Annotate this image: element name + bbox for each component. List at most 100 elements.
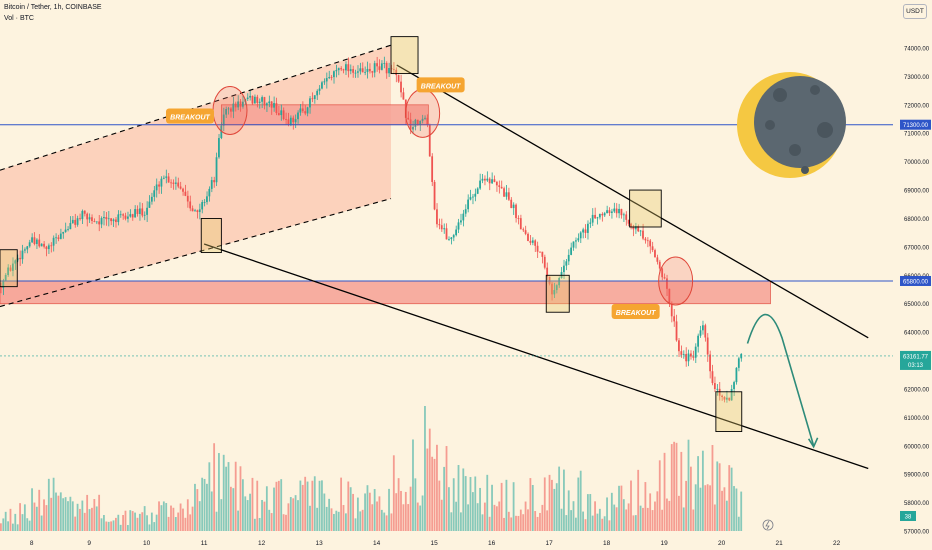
candle-body [196,210,199,213]
candle-body [582,229,584,233]
y-tick-label: 73000.00 [904,75,930,81]
candle-body [392,69,395,70]
candle-body [26,246,29,250]
candle-body [241,101,244,107]
volume-bar [493,504,496,531]
volume-bar [47,478,50,531]
x-tick-label: 17 [546,540,554,547]
candle-body [690,353,692,357]
candle-body [234,103,237,108]
candle-body [488,178,491,184]
volume-bar [126,525,129,531]
volume-bar [654,501,656,531]
x-tick-label: 22 [833,540,841,547]
volume-bar [390,513,393,531]
candle-body [213,180,216,183]
candle-body [93,220,96,222]
candle-body [186,195,189,202]
candle-body [165,176,168,178]
volume-bar [182,508,184,531]
volume-bar [237,510,239,531]
candle-body [150,196,153,202]
volume-bar [273,487,275,531]
volume-bar [174,517,177,531]
breakout-circle-3 [658,256,694,306]
volume-bar [107,521,110,531]
volume-bar [644,482,647,531]
candle-body [711,371,714,384]
candle-body [555,285,558,291]
volume-bar [469,477,472,531]
volume-bar [124,510,127,531]
candle-body [575,240,577,242]
volume-bar [249,493,251,531]
candle-body [126,216,129,219]
candle-body [258,101,261,103]
current-price-badge-bg [900,350,931,370]
candle-body [622,214,625,216]
candle-body [333,71,335,78]
volume-bar [565,515,568,531]
breakout-circle-1 [212,86,248,136]
candle-body [570,247,573,255]
crescent-moon-icon [737,72,846,178]
candle-body [287,119,290,125]
x-tick-label: 10 [143,540,151,547]
candle-body [507,192,510,200]
trendline-2 [203,243,869,470]
volume-bar [735,488,738,531]
volume-bar [670,444,673,531]
volume-bar [551,479,553,531]
y-tick-label: 61000.00 [904,416,930,422]
candle-body [313,95,316,99]
volume-bar [701,450,704,531]
candle-body [45,246,48,250]
candle-body [309,98,311,108]
breakout-label-bg-2 [416,77,465,93]
candle-body [608,210,611,214]
volume-bar [522,514,525,531]
candle-body [613,208,616,212]
volume-bar [586,494,589,531]
volume-bar [721,490,723,531]
level-badge-bg-2 [900,275,931,286]
candle-body [584,229,587,233]
volume-bar [577,477,580,531]
candle-body [74,219,77,225]
candle-body [83,210,86,214]
breakout-label-2: BREAKOUT [421,83,461,90]
volume-bar [368,492,371,531]
candle-body [567,254,570,262]
candle-body [625,214,628,220]
candle-body [162,177,165,179]
volume-bar [519,509,522,531]
volume-bar [431,456,434,531]
candle-body [38,239,41,247]
x-tick-label: 15 [431,540,439,547]
volume-bar [421,495,424,531]
candle-body [728,397,731,401]
candle-body [91,217,93,221]
volume-bar [455,501,458,531]
volume-bar [546,510,549,531]
currency-button[interactable]: USDT [903,4,927,19]
highlight-box-5 [629,189,662,228]
volume-bar [158,501,160,531]
volume-bar [345,513,347,531]
candle-body [471,196,474,198]
candle-body [553,290,556,295]
volume-bar [673,441,676,531]
candle-body [692,356,695,358]
candle-body [673,316,676,322]
candle-body [630,223,632,228]
candle-body [62,231,65,234]
candle-body [31,237,33,243]
volume-bar [23,504,26,531]
candle-body [589,222,592,224]
symbol-title: Bitcoin / Tether, 1h, COINBASE [4,4,102,11]
volume-bar [105,521,108,531]
candle-body [373,63,376,73]
candle-body [601,213,604,216]
volume-bar [625,509,628,531]
